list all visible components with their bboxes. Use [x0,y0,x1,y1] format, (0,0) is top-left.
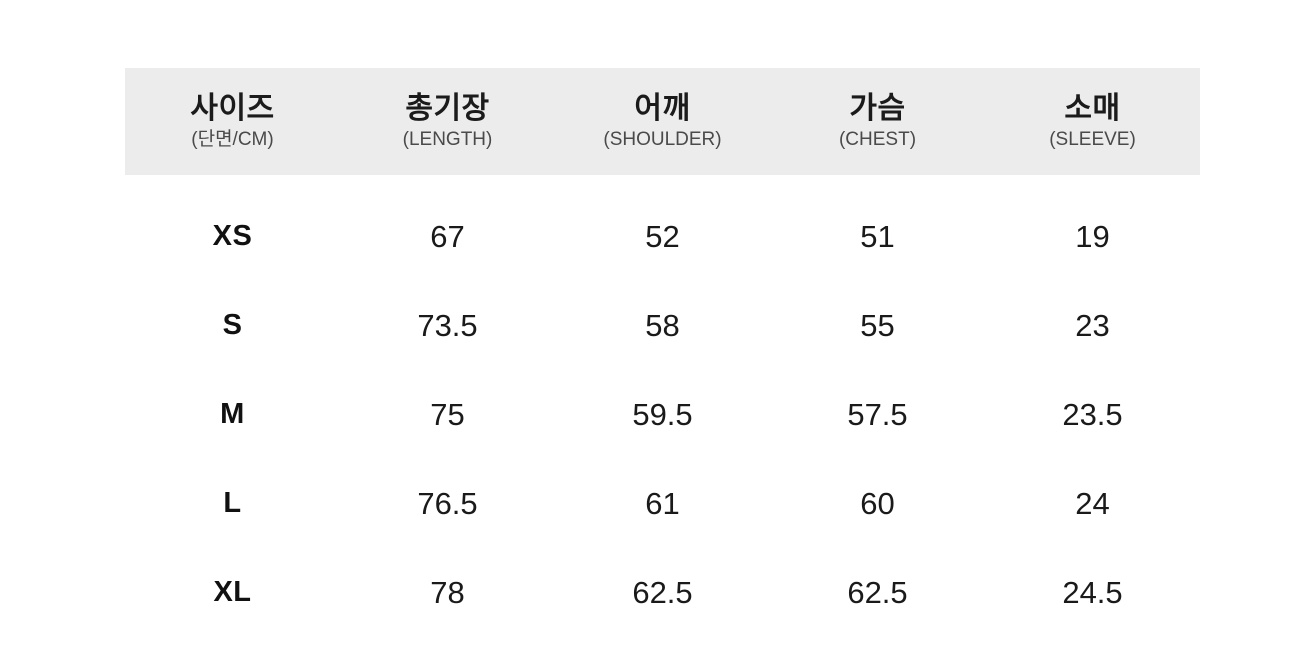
column-header-shoulder: 어깨 (SHOULDER) [555,90,770,153]
length-value: 73.5 [417,307,478,343]
sleeve-value: 23 [1075,307,1110,343]
column-header-length-sub: (LENGTH) [402,129,493,151]
column-header-chest-sub: (CHEST) [838,129,917,151]
column-header-length-ko: 총기장 [405,91,490,125]
length-value: 78 [430,574,465,610]
shoulder-value: 62.5 [632,574,693,610]
column-header-chest: 가슴 (CHEST) [770,90,985,153]
column-header-shoulder-ko: 어깨 [634,91,691,125]
table-row-l: L 76.5 61 60 24 [125,459,1200,548]
size-label: XL [213,576,252,608]
length-value: 76.5 [417,485,478,521]
size-chart-table: 사이즈 (단면/CM) 총기장 (LENGTH) 어깨 (SHOULDER) 가… [125,68,1200,637]
column-header-sleeve-sub: (SLEEVE) [1049,129,1136,151]
shoulder-value: 58 [645,307,680,343]
shoulder-value: 52 [645,218,680,254]
table-body: XS 67 52 51 19 S 73.5 58 55 23 M 75 59.5… [125,192,1200,637]
chest-value: 62.5 [847,574,908,610]
sleeve-value: 23.5 [1062,396,1123,432]
table-row-xs: XS 67 52 51 19 [125,192,1200,281]
shoulder-value: 59.5 [632,396,693,432]
size-label: M [220,398,245,430]
table-row-s: S 73.5 58 55 23 [125,281,1200,370]
chest-value: 60 [860,485,895,521]
table-header-row: 사이즈 (단면/CM) 총기장 (LENGTH) 어깨 (SHOULDER) 가… [125,68,1200,175]
chest-value: 55 [860,307,895,343]
sleeve-value: 24.5 [1062,574,1123,610]
column-header-chest-ko: 가슴 [849,91,906,125]
table-row-m: M 75 59.5 57.5 23.5 [125,370,1200,459]
chest-value: 51 [860,218,895,254]
table-row-xl: XL 78 62.5 62.5 24.5 [125,548,1200,637]
column-header-sleeve: 소매 (SLEEVE) [985,90,1200,153]
sleeve-value: 24 [1075,485,1110,521]
sleeve-value: 19 [1075,218,1110,254]
length-value: 75 [430,396,465,432]
column-header-size-sub: (단면/CM) [191,129,274,151]
column-header-size: 사이즈 (단면/CM) [125,90,340,153]
column-header-length: 총기장 (LENGTH) [340,90,555,153]
column-header-size-ko: 사이즈 [190,91,275,125]
size-label: XS [212,220,253,252]
column-header-sleeve-ko: 소매 [1064,91,1121,125]
length-value: 67 [430,218,465,254]
size-label: L [223,487,242,519]
size-label: S [222,309,243,341]
column-header-shoulder-sub: (SHOULDER) [603,129,722,151]
shoulder-value: 61 [645,485,680,521]
chest-value: 57.5 [847,396,908,432]
